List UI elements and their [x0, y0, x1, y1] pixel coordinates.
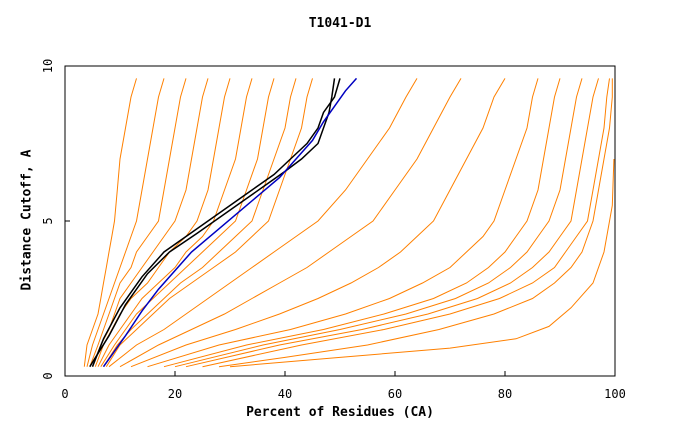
- series-line-others-6: [97, 78, 253, 367]
- y-tick-label: 10: [41, 59, 55, 73]
- series-line-others-14: [163, 78, 561, 368]
- series-line-others-3: [89, 78, 187, 367]
- y-tick-label: 5: [41, 217, 55, 224]
- x-tick-label: 0: [61, 387, 68, 401]
- series-line-others-12: [130, 78, 506, 368]
- series-line-others-1: [83, 78, 137, 367]
- series-line-others-16: [185, 78, 599, 368]
- series-line-others-15: [174, 78, 583, 368]
- series-line-others-18: [218, 78, 613, 368]
- chart-title: T1041-D1: [308, 16, 372, 31]
- x-tick-label: 20: [168, 387, 182, 401]
- x-tick-label: 80: [498, 387, 512, 401]
- series-line-black-20: [91, 78, 341, 367]
- y-axis-label: Distance Cutoff, A: [19, 149, 35, 291]
- y-tick-label: 0: [41, 372, 55, 379]
- series-line-others-4: [92, 78, 209, 367]
- series-line-others-2: [86, 78, 165, 367]
- series-line-blue-22: [102, 77, 358, 368]
- series-line-others-9: [105, 78, 313, 367]
- x-axis: 0 20 40 60 80 100: [61, 371, 626, 401]
- series-line-others-11: [119, 78, 462, 368]
- series-line-others-17: [202, 78, 610, 368]
- series-line-others-8: [103, 78, 297, 367]
- x-tick-label: 60: [388, 387, 402, 401]
- series-line-others-19: [229, 158, 615, 368]
- y-axis: 0 5 10: [41, 59, 70, 380]
- series-group: [83, 77, 615, 368]
- series-line-others-7: [100, 78, 275, 367]
- x-tick-label: 40: [278, 387, 292, 401]
- series-line-others-10: [108, 78, 418, 368]
- x-axis-label: Percent of Residues (CA): [246, 405, 434, 420]
- series-line-others-13: [147, 78, 539, 368]
- series-line-black-21: [89, 78, 336, 368]
- x-tick-label: 100: [604, 387, 626, 401]
